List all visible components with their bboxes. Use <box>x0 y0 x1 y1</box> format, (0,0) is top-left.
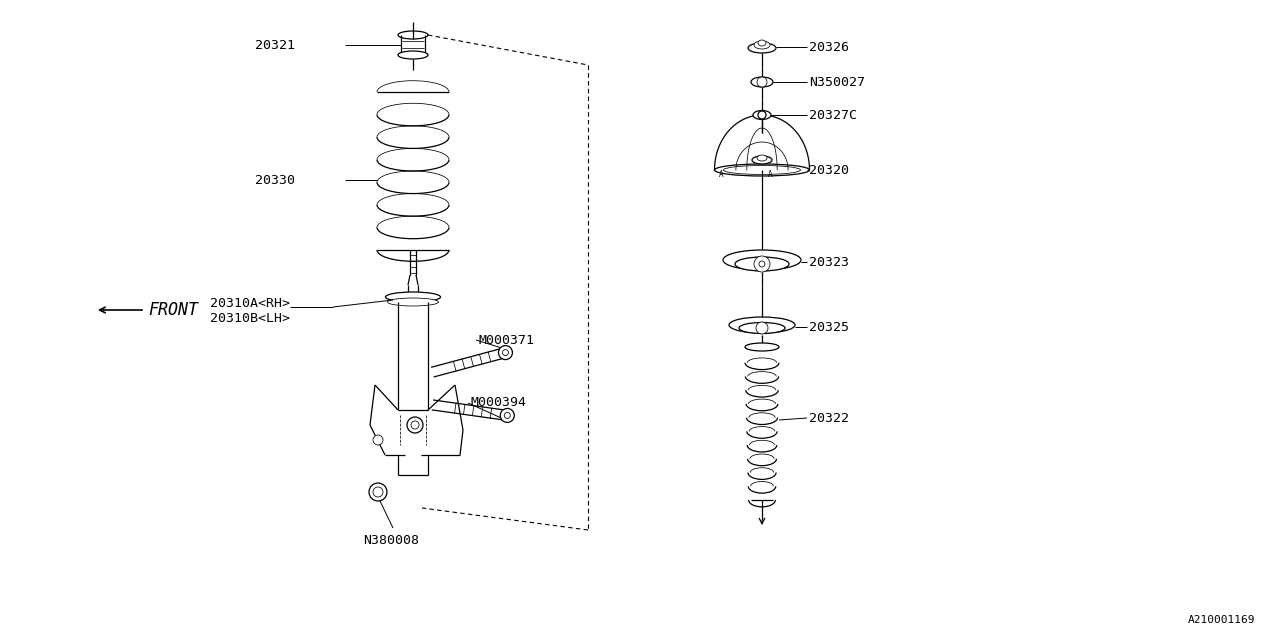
Text: M000394: M000394 <box>470 397 526 410</box>
Ellipse shape <box>714 164 809 176</box>
Circle shape <box>503 349 508 356</box>
Text: 20326: 20326 <box>809 40 849 54</box>
Ellipse shape <box>748 43 776 53</box>
Text: 20327C: 20327C <box>809 109 858 122</box>
Ellipse shape <box>753 156 772 164</box>
Circle shape <box>756 77 767 87</box>
Ellipse shape <box>388 298 439 306</box>
Circle shape <box>759 261 765 267</box>
Ellipse shape <box>745 343 780 351</box>
Ellipse shape <box>739 323 785 333</box>
Circle shape <box>504 412 511 419</box>
Ellipse shape <box>385 292 440 302</box>
Text: 20325: 20325 <box>809 321 849 333</box>
Text: N380008: N380008 <box>364 534 419 547</box>
Circle shape <box>758 111 765 119</box>
Text: 20322: 20322 <box>809 412 849 424</box>
Circle shape <box>754 256 771 272</box>
Ellipse shape <box>723 250 801 270</box>
Text: M000371: M000371 <box>477 333 534 346</box>
Ellipse shape <box>730 317 795 333</box>
Text: 20330: 20330 <box>255 173 294 186</box>
Text: N350027: N350027 <box>809 76 865 88</box>
Circle shape <box>372 487 383 497</box>
Ellipse shape <box>751 77 773 87</box>
Text: A: A <box>719 170 723 179</box>
Ellipse shape <box>753 111 771 120</box>
Text: A: A <box>768 170 773 179</box>
Circle shape <box>500 408 515 422</box>
Circle shape <box>411 421 419 429</box>
Circle shape <box>369 483 387 501</box>
Circle shape <box>756 322 768 334</box>
Ellipse shape <box>398 51 428 59</box>
Ellipse shape <box>758 40 765 46</box>
Ellipse shape <box>754 41 771 49</box>
Ellipse shape <box>735 257 788 271</box>
Ellipse shape <box>398 31 428 39</box>
Circle shape <box>498 346 512 360</box>
Text: 20310B<LH>: 20310B<LH> <box>210 312 291 324</box>
Circle shape <box>372 435 383 445</box>
Text: FRONT: FRONT <box>148 301 198 319</box>
Ellipse shape <box>756 155 767 161</box>
Text: 20323: 20323 <box>809 255 849 269</box>
Text: A210001169: A210001169 <box>1188 615 1254 625</box>
Circle shape <box>407 417 422 433</box>
Ellipse shape <box>723 166 800 175</box>
Text: 20320: 20320 <box>809 163 849 177</box>
Text: 20321: 20321 <box>255 38 294 51</box>
Text: 20310A<RH>: 20310A<RH> <box>210 296 291 310</box>
